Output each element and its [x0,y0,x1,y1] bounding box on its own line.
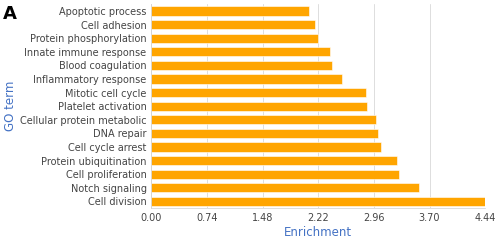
Bar [152,88,366,97]
Bar [152,102,367,111]
Bar [152,47,330,56]
Bar [152,197,485,206]
Bar [152,142,382,152]
Bar [152,156,397,165]
Y-axis label: GO term: GO term [4,81,17,131]
Bar [152,115,376,124]
Bar [152,6,310,16]
Bar [152,61,332,70]
Bar [152,74,342,84]
Bar [152,34,318,43]
Bar [152,20,316,29]
X-axis label: Enrichment: Enrichment [284,226,352,239]
Text: A: A [2,5,16,23]
Bar [152,183,419,192]
Bar [152,129,378,138]
Bar [152,170,400,179]
